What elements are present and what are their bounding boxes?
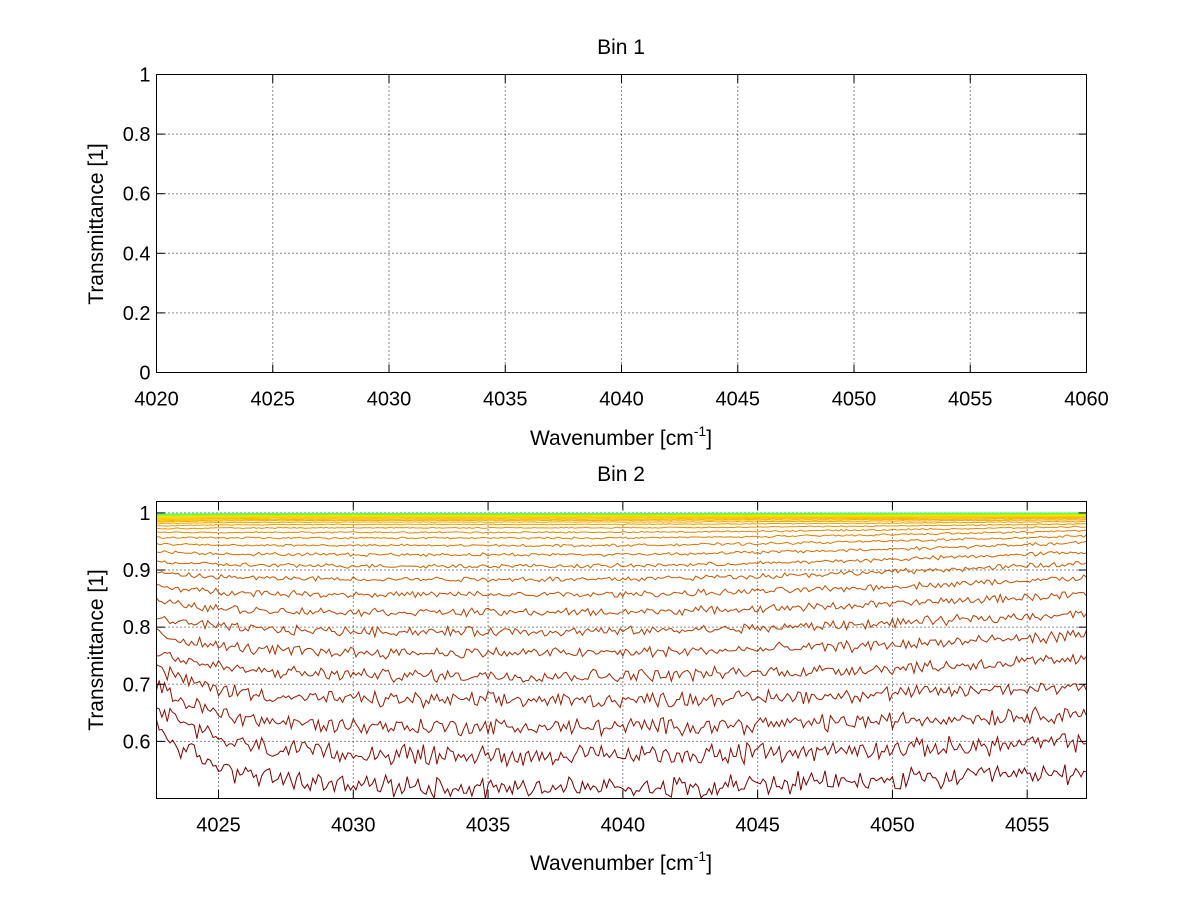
x-axis-label: Wavenumber [cm-1] [530,848,712,875]
x-axis-label: Wavenumber [cm-1] [530,423,712,450]
series-group [156,512,1087,799]
y-tick-label: 1 [139,65,150,87]
y-tick-label: 0.9 [123,560,151,582]
grid [156,74,1087,373]
y-tick-labels: 0.6 0.7 0.8 0.9 1 [123,503,151,753]
series-line [156,512,1087,516]
x-tick-label: 4045 [735,815,780,837]
series-line [156,719,1087,799]
x-tick-label: 4025 [251,389,296,411]
series-line [156,529,1087,540]
series-line [156,707,1087,768]
x-tick-label: 4030 [331,815,376,837]
series-line [156,512,1087,515]
series-line [156,534,1087,548]
x-tick-label: 4050 [870,815,915,837]
x-tick-label: 4050 [832,389,877,411]
x-tick-label: 4060 [1064,389,1109,411]
series-line [156,664,1087,710]
y-tick-label: 1 [139,503,150,525]
y-tick-label: 0.8 [123,617,151,639]
subplot-title: Bin 1 [597,36,645,59]
x-tick-label: 4020 [134,389,179,411]
series-line [156,540,1087,558]
x-tick-label: 4055 [1005,815,1050,837]
y-tick-label: 0.8 [123,124,151,146]
series-line [156,680,1087,738]
y-tick-label: 0.6 [123,731,151,753]
subplot-bin-2: Bin 2 4025 4030 4035 4040 4045 4050 4055 0.60.… [85,463,1087,875]
y-axis-label: Transmittance [1] [85,143,108,304]
series-line [156,519,1087,525]
x-tick-labels: 4020 4025 4030 4035 4040 4045 4050 4055 4060 [134,389,1109,411]
x-tick-label: 4025 [196,815,241,837]
x-tick-label: 4045 [716,389,761,411]
series-line [156,574,1087,599]
series-line [156,514,1087,518]
series-line [156,561,1087,583]
subplot-title: Bin 2 [597,463,645,486]
series-line [156,517,1087,523]
series-line [156,514,1087,517]
series-line [156,520,1087,527]
axes-frame [156,501,1087,799]
x-tick-label: 4055 [948,389,993,411]
series-line [156,610,1087,639]
series-line [156,651,1087,684]
y-axis-label: Transmittance [1] [85,569,108,730]
tick-marks [156,501,1087,799]
grid [156,501,1087,799]
x-tick-label: 4040 [599,389,644,411]
series-line [156,628,1087,660]
y-tick-label: 0 [139,363,150,385]
x-tick-label: 4035 [466,815,511,837]
y-tick-label: 0.4 [123,243,151,265]
y-tick-label: 0.7 [123,674,151,696]
plot-area [156,512,1087,799]
subplot-bin-1: Bin 1 4020 4025 4030 4035 4040 4045 4050 4055 40… [85,36,1109,450]
series-line [156,516,1087,522]
x-tick-labels: 4025 4030 4035 4040 4045 4050 4055 [196,815,1049,837]
y-tick-labels: 0 0.2 0.4 0.6 0.8 1 [123,65,151,385]
tick-marks [156,74,1087,373]
x-tick-label: 4035 [483,389,528,411]
series-line [156,525,1087,534]
series-line [156,591,1087,618]
series-line [156,523,1087,530]
y-tick-label: 0.6 [123,184,151,206]
y-tick-label: 0.2 [123,303,151,325]
series-line [156,513,1087,516]
x-tick-label: 4040 [601,815,646,837]
x-tick-label: 4030 [367,389,412,411]
series-line [156,551,1087,569]
